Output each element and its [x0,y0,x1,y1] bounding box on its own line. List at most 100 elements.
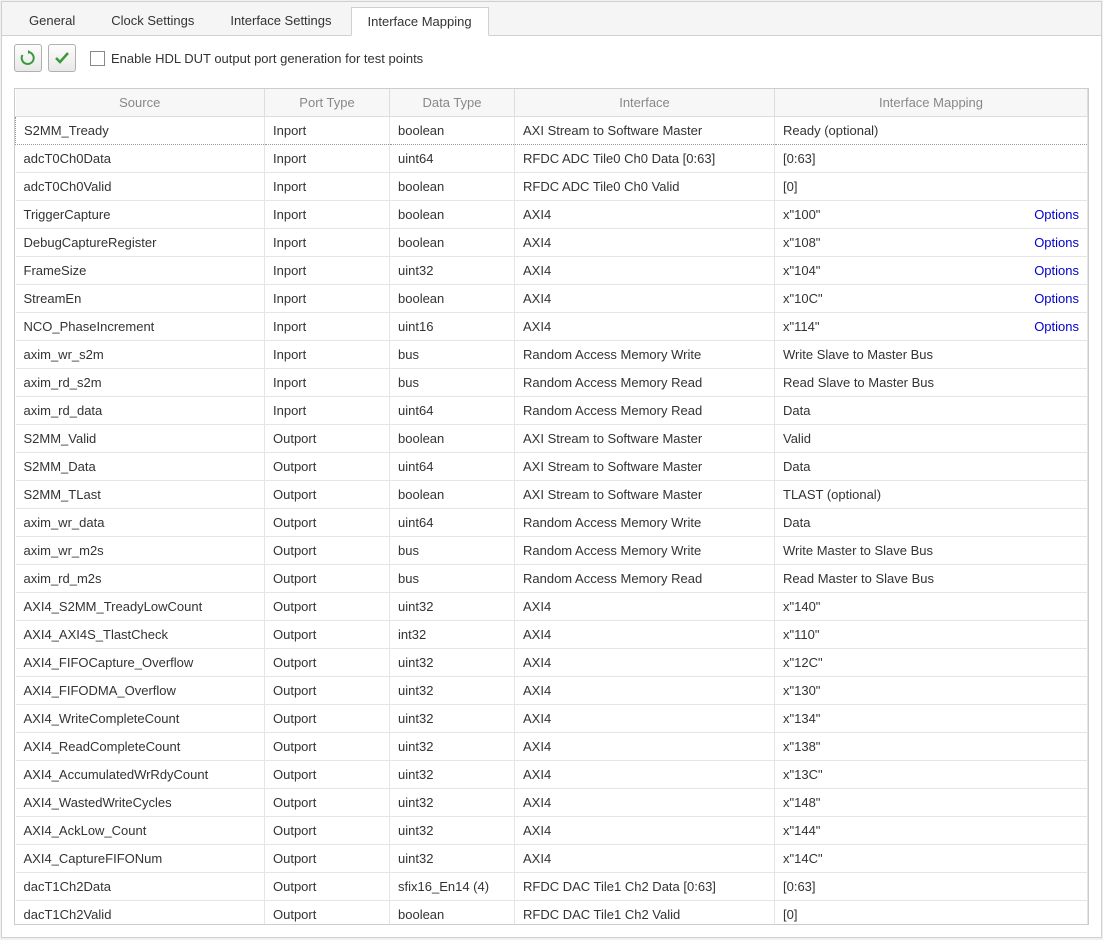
table-row[interactable]: axim_rd_m2sOutportbusRandom Access Memor… [16,565,1088,593]
data-type-cell[interactable]: uint32 [390,761,515,789]
interface-cell[interactable]: AXI4 [515,257,775,285]
data-type-cell[interactable]: uint16 [390,313,515,341]
port-type-cell[interactable]: Inport [265,313,390,341]
mapping-cell[interactable]: x"148" [775,789,1088,817]
table-row[interactable]: AXI4_FIFODMA_OverflowOutportuint32AXI4x"… [16,677,1088,705]
source-cell[interactable]: NCO_PhaseIncrement [16,313,265,341]
mapping-cell[interactable]: Data [775,453,1088,481]
tab-interface-mapping[interactable]: Interface Mapping [351,7,489,36]
mapping-cell[interactable]: [0:63] [775,145,1088,173]
table-row[interactable]: AXI4_AccumulatedWrRdyCountOutportuint32A… [16,761,1088,789]
source-cell[interactable]: AXI4_AccumulatedWrRdyCount [16,761,265,789]
mapping-cell[interactable]: x"144" [775,817,1088,845]
data-type-cell[interactable]: int32 [390,621,515,649]
mapping-cell[interactable]: TLAST (optional) [775,481,1088,509]
table-row[interactable]: adcT0Ch0DataInportuint64RFDC ADC Tile0 C… [16,145,1088,173]
port-type-cell[interactable]: Inport [265,201,390,229]
source-cell[interactable]: TriggerCapture [16,201,265,229]
interface-cell[interactable]: AXI4 [515,677,775,705]
interface-cell[interactable]: RFDC ADC Tile0 Ch0 Valid [515,173,775,201]
tab-general[interactable]: General [12,6,92,35]
data-type-cell[interactable]: uint32 [390,789,515,817]
port-type-cell[interactable]: Outport [265,565,390,593]
interface-cell[interactable]: AXI4 [515,705,775,733]
data-type-cell[interactable]: boolean [390,285,515,313]
interface-cell[interactable]: AXI4 [515,845,775,873]
source-cell[interactable]: AXI4_FIFODMA_Overflow [16,677,265,705]
table-row[interactable]: S2MM_TreadyInportbooleanAXI Stream to So… [16,117,1088,145]
port-type-cell[interactable]: Inport [265,229,390,257]
column-header[interactable]: Interface Mapping [775,89,1088,117]
table-row[interactable]: DebugCaptureRegisterInportbooleanAXI4x"1… [16,229,1088,257]
data-type-cell[interactable]: uint64 [390,397,515,425]
port-type-cell[interactable]: Outport [265,649,390,677]
column-header[interactable]: Port Type [265,89,390,117]
port-type-cell[interactable]: Outport [265,705,390,733]
source-cell[interactable]: AXI4_S2MM_TreadyLowCount [16,593,265,621]
interface-cell[interactable]: Random Access Memory Write [515,341,775,369]
source-cell[interactable]: S2MM_Data [16,453,265,481]
table-row[interactable]: TriggerCaptureInportbooleanAXI4x"100"Opt… [16,201,1088,229]
mapping-cell[interactable]: Valid [775,425,1088,453]
table-row[interactable]: axim_wr_dataOutportuint64Random Access M… [16,509,1088,537]
data-type-cell[interactable]: uint32 [390,649,515,677]
source-cell[interactable]: AXI4_CaptureFIFONum [16,845,265,873]
table-row[interactable]: axim_wr_s2mInportbusRandom Access Memory… [16,341,1088,369]
source-cell[interactable]: axim_wr_m2s [16,537,265,565]
port-type-cell[interactable]: Outport [265,873,390,901]
interface-cell[interactable]: RFDC DAC Tile1 Ch2 Valid [515,901,775,926]
mapping-cell[interactable]: Read Slave to Master Bus [775,369,1088,397]
data-type-cell[interactable]: boolean [390,117,515,145]
table-row[interactable]: FrameSizeInportuint32AXI4x"104"Options [16,257,1088,285]
table-row[interactable]: dacT1Ch2ValidOutportbooleanRFDC DAC Tile… [16,901,1088,926]
source-cell[interactable]: AXI4_WastedWriteCycles [16,789,265,817]
mapping-cell[interactable]: x"130" [775,677,1088,705]
table-row[interactable]: AXI4_AckLow_CountOutportuint32AXI4x"144" [16,817,1088,845]
data-type-cell[interactable]: boolean [390,425,515,453]
table-row[interactable]: axim_wr_m2sOutportbusRandom Access Memor… [16,537,1088,565]
source-cell[interactable]: StreamEn [16,285,265,313]
data-type-cell[interactable]: boolean [390,481,515,509]
options-link[interactable]: Options [1034,263,1079,278]
interface-cell[interactable]: AXI4 [515,313,775,341]
port-type-cell[interactable]: Outport [265,481,390,509]
interface-cell[interactable]: AXI4 [515,649,775,677]
testpoints-checkbox[interactable] [90,51,105,66]
port-type-cell[interactable]: Inport [265,117,390,145]
interface-cell[interactable]: AXI4 [515,285,775,313]
data-type-cell[interactable]: boolean [390,201,515,229]
table-row[interactable]: NCO_PhaseIncrementInportuint16AXI4x"114"… [16,313,1088,341]
options-link[interactable]: Options [1034,319,1079,334]
table-row[interactable]: AXI4_WriteCompleteCountOutportuint32AXI4… [16,705,1088,733]
options-link[interactable]: Options [1034,207,1079,222]
mapping-cell[interactable]: [0] [775,173,1088,201]
interface-cell[interactable]: AXI Stream to Software Master [515,425,775,453]
port-type-cell[interactable]: Outport [265,845,390,873]
source-cell[interactable]: adcT0Ch0Valid [16,173,265,201]
table-row[interactable]: S2MM_TLastOutportbooleanAXI Stream to So… [16,481,1088,509]
mapping-cell[interactable]: Ready (optional) [775,117,1088,145]
source-cell[interactable]: dacT1Ch2Data [16,873,265,901]
mapping-cell[interactable]: x"140" [775,593,1088,621]
mapping-cell[interactable]: x"138" [775,733,1088,761]
column-header[interactable]: Source [16,89,265,117]
data-type-cell[interactable]: uint32 [390,705,515,733]
interface-cell[interactable]: Random Access Memory Read [515,369,775,397]
data-type-cell[interactable]: boolean [390,229,515,257]
source-cell[interactable]: dacT1Ch2Valid [16,901,265,926]
mapping-cell[interactable]: Data [775,397,1088,425]
mapping-cell[interactable]: x"114"Options [775,313,1088,341]
port-type-cell[interactable]: Outport [265,537,390,565]
port-type-cell[interactable]: Inport [265,173,390,201]
mapping-cell[interactable]: x"134" [775,705,1088,733]
table-row[interactable]: S2MM_ValidOutportbooleanAXI Stream to So… [16,425,1088,453]
mapping-cell[interactable]: Data [775,509,1088,537]
source-cell[interactable]: axim_wr_s2m [16,341,265,369]
tab-clock-settings[interactable]: Clock Settings [94,6,211,35]
interface-cell[interactable]: Random Access Memory Write [515,509,775,537]
interface-cell[interactable]: Random Access Memory Write [515,537,775,565]
source-cell[interactable]: axim_wr_data [16,509,265,537]
mapping-cell[interactable]: Write Master to Slave Bus [775,537,1088,565]
port-type-cell[interactable]: Outport [265,453,390,481]
mapping-cell[interactable]: x"13C" [775,761,1088,789]
